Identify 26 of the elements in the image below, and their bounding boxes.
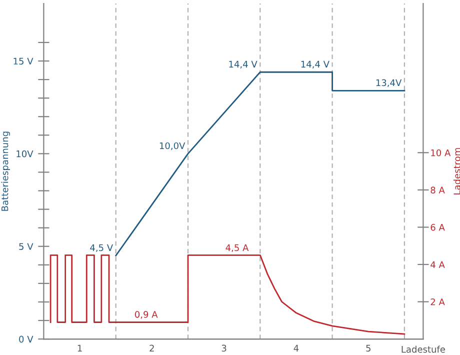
y2-tick-label: 4 A <box>430 261 445 268</box>
y-tick-label: 15 V <box>14 58 34 65</box>
y2-axis-title: Ladestrom <box>453 148 460 194</box>
line-series <box>50 254 406 335</box>
y2-tick-label: 2 A <box>430 298 445 306</box>
y-axis-title: Batteriespannung <box>1 132 10 211</box>
annotation: 14,4 V <box>301 60 330 69</box>
y-tick-label: 5 V <box>19 243 34 250</box>
annotation: 13,4V <box>376 79 402 88</box>
line-series <box>115 71 406 256</box>
annotation: 14,4 V <box>229 60 258 69</box>
annotation: 4,5 A <box>226 244 249 252</box>
annotation: 0,9 A <box>134 310 158 319</box>
y-tick-label: 0 V <box>19 336 34 343</box>
y2-tick-label: 10 A <box>431 149 451 156</box>
x-tick-label: 3 <box>222 344 226 352</box>
x-axis-title: Ladestufe <box>402 346 445 353</box>
y2-tick-label: 8 A <box>430 186 445 194</box>
x-tick-label: 1 <box>78 344 82 352</box>
annotation: 10,0V <box>160 142 186 150</box>
y2-tick-label: 6 A <box>430 224 445 231</box>
y-tick-label: 10V <box>16 150 34 158</box>
annotation: 4,5 V <box>90 244 113 252</box>
x-tick-label: 5 <box>366 344 370 352</box>
x-tick-label: 2 <box>150 344 154 352</box>
x-tick-label: 4 <box>294 344 299 352</box>
